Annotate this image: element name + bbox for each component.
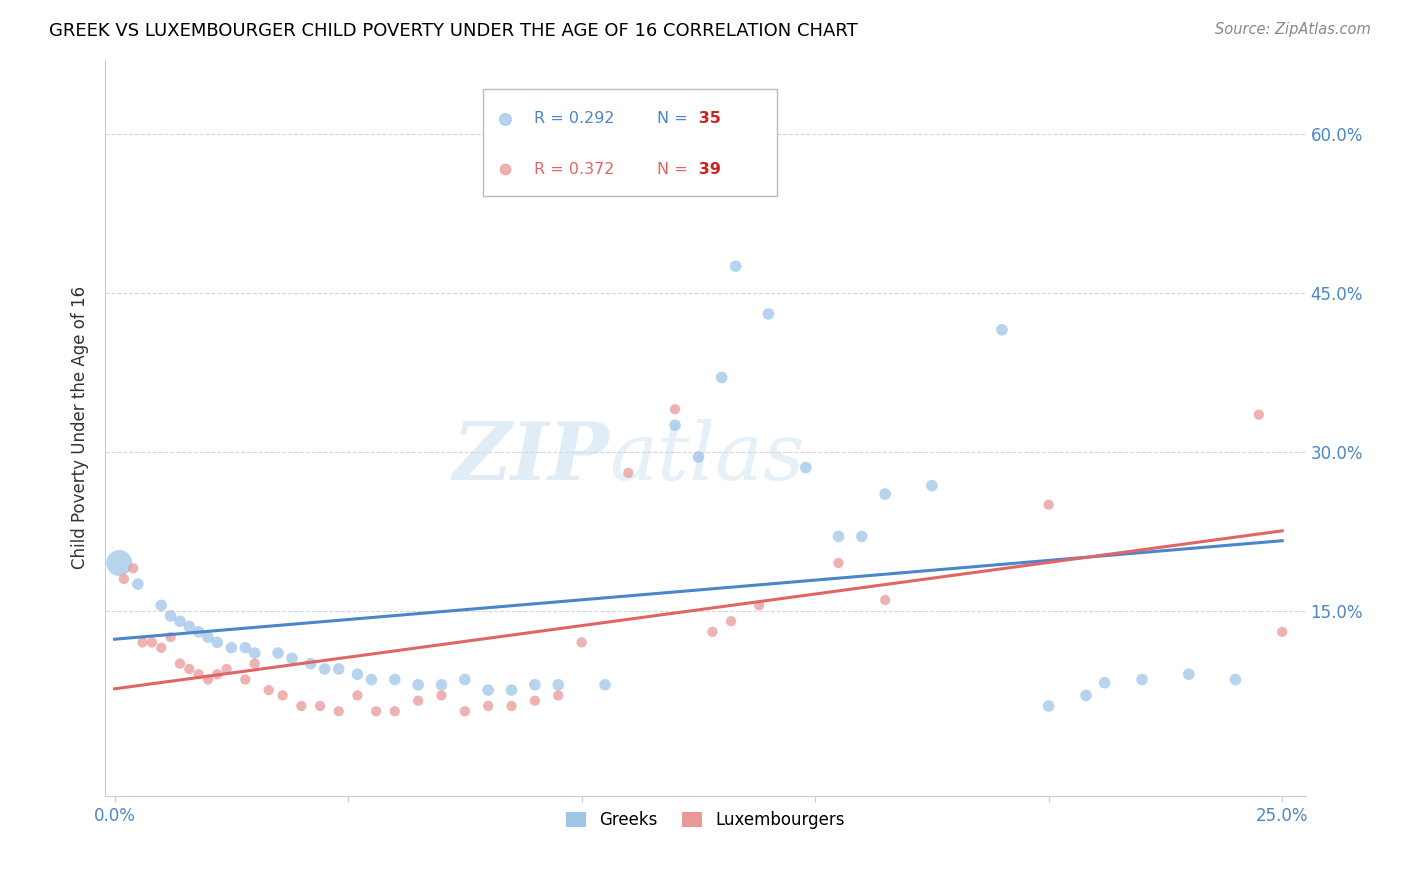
Point <box>547 689 569 703</box>
Point <box>271 689 294 703</box>
Text: 39: 39 <box>693 161 721 177</box>
Point <box>150 599 173 613</box>
Point <box>664 402 686 417</box>
Point <box>1177 667 1199 681</box>
Point <box>827 529 849 543</box>
Point <box>921 478 943 492</box>
Point <box>112 572 135 586</box>
Text: GREEK VS LUXEMBOURGER CHILD POVERTY UNDER THE AGE OF 16 CORRELATION CHART: GREEK VS LUXEMBOURGER CHILD POVERTY UNDE… <box>49 22 858 40</box>
Point <box>1094 675 1116 690</box>
Point <box>523 678 546 692</box>
Point <box>454 704 477 718</box>
Y-axis label: Child Poverty Under the Age of 16: Child Poverty Under the Age of 16 <box>72 286 89 569</box>
Point <box>1225 673 1247 687</box>
Point <box>875 593 897 607</box>
Legend: Greeks, Luxembourgers: Greeks, Luxembourgers <box>560 805 852 836</box>
Point <box>141 635 163 649</box>
Point <box>314 662 336 676</box>
Point <box>243 646 266 660</box>
Point <box>758 307 780 321</box>
Point <box>267 646 290 660</box>
Point <box>179 619 201 633</box>
Text: atlas: atlas <box>609 418 804 496</box>
Point <box>169 657 191 671</box>
Point <box>1130 673 1153 687</box>
Point <box>593 678 616 692</box>
Point <box>1038 698 1060 713</box>
Point <box>501 698 523 713</box>
Point <box>290 698 312 713</box>
Point <box>328 704 350 718</box>
Point <box>221 640 243 655</box>
Point <box>243 657 266 671</box>
Point <box>207 667 229 681</box>
Point <box>169 614 191 628</box>
FancyBboxPatch shape <box>484 89 778 196</box>
Text: ZIP: ZIP <box>453 418 609 496</box>
Point <box>187 667 209 681</box>
Point <box>127 577 149 591</box>
Text: N =: N = <box>658 161 688 177</box>
Point <box>454 673 477 687</box>
Point <box>233 673 256 687</box>
Point <box>108 556 131 570</box>
Point <box>748 599 770 613</box>
Text: R = 0.372: R = 0.372 <box>534 161 614 177</box>
Point <box>617 466 640 480</box>
Point <box>724 259 747 273</box>
Point <box>501 683 523 698</box>
Point <box>523 694 546 708</box>
Point <box>384 704 406 718</box>
Point <box>364 704 387 718</box>
Text: Source: ZipAtlas.com: Source: ZipAtlas.com <box>1215 22 1371 37</box>
Point <box>688 450 710 464</box>
Point <box>131 635 153 649</box>
Point <box>384 673 406 687</box>
Point <box>197 630 219 644</box>
Point <box>150 640 173 655</box>
Point <box>1247 408 1270 422</box>
Point <box>571 635 593 649</box>
Text: 35: 35 <box>693 112 721 127</box>
Text: N =: N = <box>658 112 688 127</box>
Point <box>309 698 332 713</box>
Point <box>406 678 429 692</box>
Point <box>430 689 453 703</box>
Point <box>159 609 181 624</box>
Point <box>346 667 368 681</box>
Point <box>827 556 849 570</box>
Point <box>159 630 181 644</box>
Point <box>991 323 1014 337</box>
Point <box>664 418 686 433</box>
Point <box>257 683 280 698</box>
Point <box>179 662 201 676</box>
Point <box>328 662 350 676</box>
Point <box>794 460 817 475</box>
Point <box>299 657 322 671</box>
Point <box>346 689 368 703</box>
Point <box>720 614 742 628</box>
Point <box>477 683 499 698</box>
Point <box>710 370 733 384</box>
Point <box>281 651 304 665</box>
Point <box>187 624 209 639</box>
Point <box>1271 624 1294 639</box>
Point <box>430 678 453 692</box>
Text: R = 0.292: R = 0.292 <box>534 112 614 127</box>
Point <box>477 698 499 713</box>
Point <box>1038 498 1060 512</box>
Point <box>702 624 724 639</box>
Point <box>547 678 569 692</box>
Point <box>406 694 429 708</box>
Point <box>215 662 238 676</box>
Point <box>851 529 873 543</box>
Point <box>1074 689 1097 703</box>
Point <box>122 561 145 575</box>
Point <box>875 487 897 501</box>
Point <box>197 673 219 687</box>
Point <box>207 635 229 649</box>
Point <box>233 640 256 655</box>
Point <box>360 673 382 687</box>
